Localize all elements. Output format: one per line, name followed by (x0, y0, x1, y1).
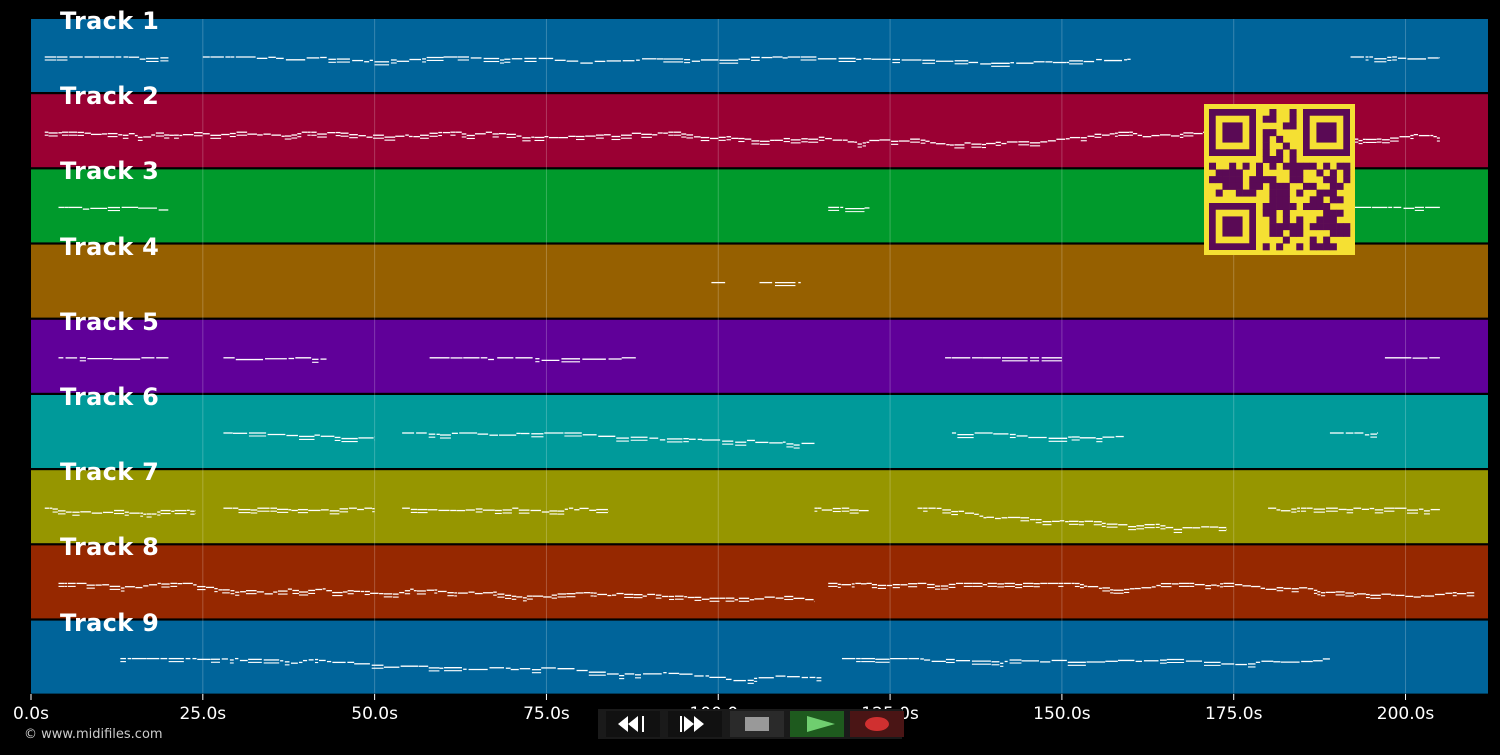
copyright-text: © www.midifiles.com (24, 727, 163, 742)
track-label-7: Track 7 (60, 458, 160, 487)
tick-label: 75.0s (523, 704, 570, 724)
tick-label: 150.0s (1033, 704, 1091, 724)
track-label-1: Track 1 (60, 7, 160, 35)
track-lane-6 (31, 395, 1488, 468)
track-label-3: Track 3 (60, 157, 160, 186)
track-label-9: Track 9 (60, 608, 160, 637)
tick-label: 200.0s (1376, 704, 1435, 724)
track-label-8: Track 8 (60, 533, 160, 562)
track-notes-1 (44, 56, 1440, 67)
track-lane-8 (31, 545, 1488, 619)
fast-forward-button[interactable] (668, 711, 722, 737)
rewind-icon (618, 716, 644, 732)
track-notes-5 (58, 357, 1440, 363)
qr-code (1204, 104, 1355, 255)
track-notes-9 (120, 657, 1330, 684)
fast-forward-icon (680, 716, 704, 732)
record-button[interactable] (850, 711, 904, 737)
rewind-button[interactable] (606, 711, 660, 737)
track-lane-5 (31, 319, 1488, 393)
record-icon (865, 717, 889, 731)
track-lane-7 (31, 470, 1488, 544)
play-button[interactable] (790, 711, 844, 737)
track-label-4: Track 4 (60, 232, 160, 261)
track-label-6: Track 6 (60, 383, 160, 411)
track-notes-8 (58, 582, 1475, 603)
qr-code-icon (1209, 109, 1351, 251)
track-notes-3 (58, 206, 1440, 213)
track-lane-1 (31, 19, 1488, 92)
tick-label: 0.0s (13, 704, 49, 724)
track-lane-4 (31, 244, 1488, 318)
track-lane-9 (31, 620, 1488, 694)
track-notes-6 (223, 432, 1379, 449)
track-label-2: Track 2 (60, 82, 160, 111)
play-icon (807, 716, 835, 732)
track-label-5: Track 5 (60, 307, 160, 336)
stop-icon (745, 717, 769, 731)
transport-controls (598, 709, 904, 739)
tick-label: 25.0s (179, 704, 227, 724)
track-notes-7 (44, 507, 1440, 534)
stop-button[interactable] (730, 711, 784, 737)
track-notes-4 (711, 281, 801, 287)
tick-label: 175.0s (1204, 704, 1263, 724)
tick-label: 50.0s (351, 704, 398, 724)
